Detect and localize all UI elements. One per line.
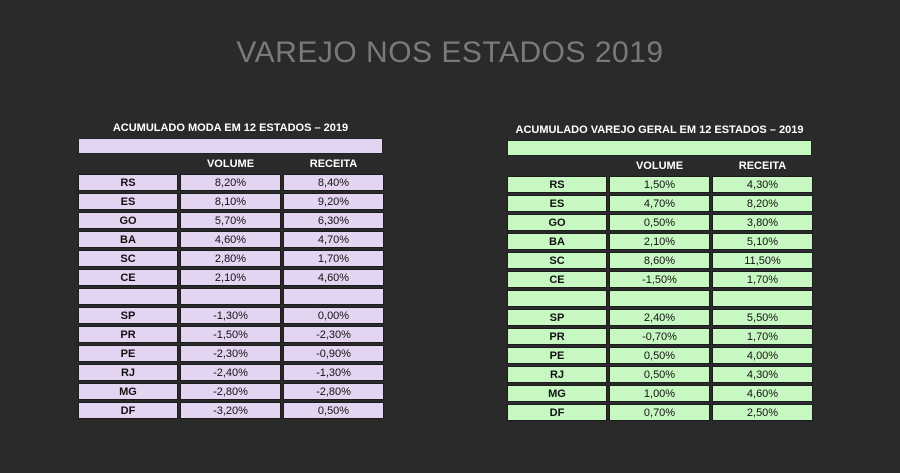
receita-cell: 3,80% xyxy=(712,214,813,231)
state-cell: MG xyxy=(507,385,607,402)
state-cell: SC xyxy=(78,250,178,267)
volume-cell: 0,70% xyxy=(609,404,710,421)
table-grid: VOLUME RECEITA RS 1,50% 4,30% ES 4,70% 8,20% GO 0… xyxy=(507,158,813,421)
receita-cell: 0,50% xyxy=(283,402,384,419)
state-cell: SC xyxy=(507,252,607,269)
table-header-bar xyxy=(507,140,812,156)
state-cell: RS xyxy=(507,176,607,193)
receita-cell: 4,00% xyxy=(712,347,813,364)
volume-cell: -0,70% xyxy=(609,328,710,345)
page-title: VAREJO NOS ESTADOS 2019 xyxy=(236,36,664,69)
table-header-bar xyxy=(78,138,383,154)
volume-cell: 2,40% xyxy=(609,309,710,326)
state-cell xyxy=(78,288,178,305)
receita-cell: 2,50% xyxy=(712,404,813,421)
state-cell: PR xyxy=(78,326,178,343)
receita-cell: 8,20% xyxy=(712,195,813,212)
volume-cell: 2,10% xyxy=(609,233,710,250)
state-cell: BA xyxy=(507,233,607,250)
volume-cell xyxy=(180,288,281,305)
volume-cell: -1,30% xyxy=(180,307,281,324)
state-cell: GO xyxy=(507,214,607,231)
state-cell: MG xyxy=(78,383,178,400)
state-cell: RS xyxy=(78,174,178,191)
state-cell xyxy=(507,290,607,307)
volume-cell xyxy=(609,290,710,307)
volume-cell: 8,20% xyxy=(180,174,281,191)
volume-cell: -2,40% xyxy=(180,364,281,381)
volume-cell: 0,50% xyxy=(609,214,710,231)
receita-cell: 0,00% xyxy=(283,307,384,324)
column-header: VOLUME xyxy=(206,158,255,170)
state-cell: DF xyxy=(507,404,607,421)
column-header: VOLUME xyxy=(635,160,684,172)
state-cell: RJ xyxy=(78,364,178,381)
volume-cell: 4,60% xyxy=(180,231,281,248)
volume-cell: -3,20% xyxy=(180,402,281,419)
receita-cell: 4,70% xyxy=(283,231,384,248)
column-header-blank xyxy=(507,158,607,174)
receita-cell: -2,30% xyxy=(283,326,384,343)
volume-cell: -1,50% xyxy=(609,271,710,288)
state-cell: ES xyxy=(78,193,178,210)
receita-cell: 4,60% xyxy=(283,269,384,286)
table-title: ACUMULADO MODA EM 12 ESTADOS – 2019 xyxy=(112,122,349,134)
state-cell: CE xyxy=(78,269,178,286)
state-cell: PE xyxy=(507,347,607,364)
receita-cell: 1,70% xyxy=(712,271,813,288)
volume-cell: 5,70% xyxy=(180,212,281,229)
receita-cell: 4,30% xyxy=(712,176,813,193)
volume-cell: 8,10% xyxy=(180,193,281,210)
receita-cell: 11,50% xyxy=(712,252,813,269)
state-cell: DF xyxy=(78,402,178,419)
table-varejo-geral: ACUMULADO VAREJO GERAL EM 12 ESTADOS – 2… xyxy=(507,122,813,421)
receita-cell: 5,10% xyxy=(712,233,813,250)
volume-cell: -1,50% xyxy=(180,326,281,343)
receita-cell xyxy=(712,290,813,307)
state-cell: RJ xyxy=(507,366,607,383)
state-cell: SP xyxy=(507,309,607,326)
volume-cell: 4,70% xyxy=(609,195,710,212)
receita-cell: 8,40% xyxy=(283,174,384,191)
state-cell: ES xyxy=(507,195,607,212)
receita-cell: 6,30% xyxy=(283,212,384,229)
receita-cell: -0,90% xyxy=(283,345,384,362)
receita-cell: 4,30% xyxy=(712,366,813,383)
receita-cell: 4,60% xyxy=(712,385,813,402)
volume-cell: 1,50% xyxy=(609,176,710,193)
volume-cell: 2,10% xyxy=(180,269,281,286)
volume-cell: 8,60% xyxy=(609,252,710,269)
state-cell: PR xyxy=(507,328,607,345)
state-cell: PE xyxy=(78,345,178,362)
receita-cell: 1,70% xyxy=(712,328,813,345)
receita-cell: -1,30% xyxy=(283,364,384,381)
receita-cell: 1,70% xyxy=(283,250,384,267)
volume-cell: -2,30% xyxy=(180,345,281,362)
table-moda: ACUMULADO MODA EM 12 ESTADOS – 2019 VOLU… xyxy=(78,120,384,419)
table-grid: VOLUME RECEITA RS 8,20% 8,40% ES 8,10% 9,20% GO 5… xyxy=(78,156,384,419)
column-header-blank xyxy=(78,156,178,172)
volume-cell: 1,00% xyxy=(609,385,710,402)
state-cell: BA xyxy=(78,231,178,248)
volume-cell: 0,50% xyxy=(609,347,710,364)
column-header: RECEITA xyxy=(738,160,787,172)
volume-cell: -2,80% xyxy=(180,383,281,400)
receita-cell: -2,80% xyxy=(283,383,384,400)
receita-cell: 9,20% xyxy=(283,193,384,210)
receita-cell: 5,50% xyxy=(712,309,813,326)
receita-cell xyxy=(283,288,384,305)
state-cell: SP xyxy=(78,307,178,324)
column-header: RECEITA xyxy=(309,158,358,170)
state-cell: GO xyxy=(78,212,178,229)
volume-cell: 2,80% xyxy=(180,250,281,267)
state-cell: CE xyxy=(507,271,607,288)
volume-cell: 0,50% xyxy=(609,366,710,383)
table-title: ACUMULADO VAREJO GERAL EM 12 ESTADOS – 2… xyxy=(515,124,804,136)
